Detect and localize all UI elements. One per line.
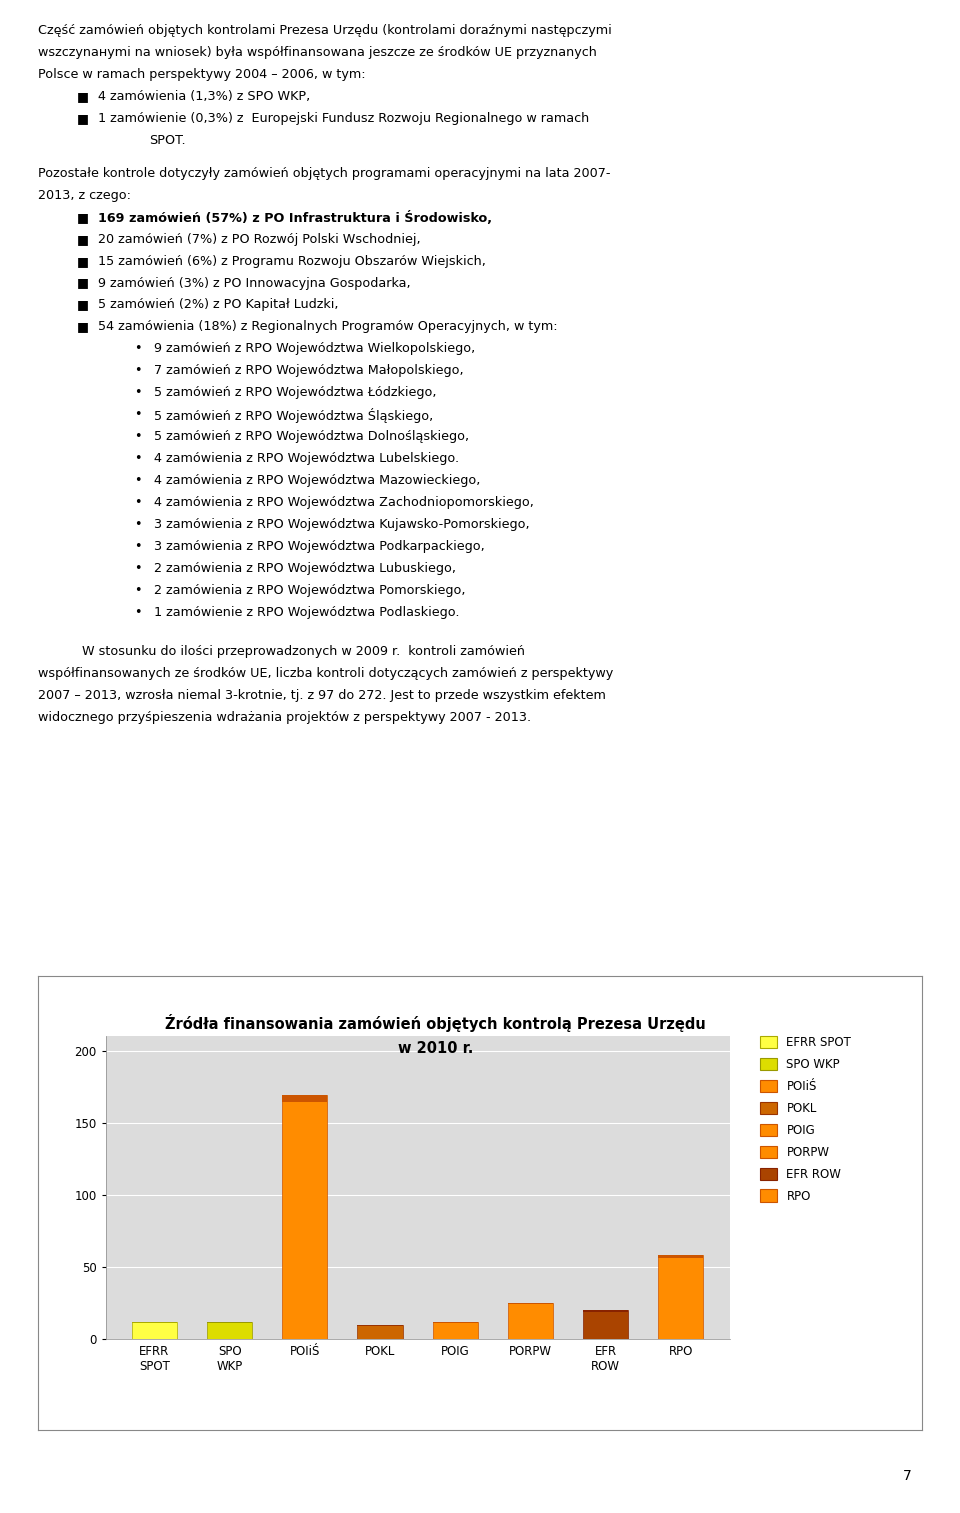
- Text: ■: ■: [77, 210, 88, 224]
- Text: ■: ■: [77, 298, 88, 312]
- Text: 15 zamówień (6%) z Programu Rozwoju Obszarów Wiejskich,: 15 zamówień (6%) z Programu Rozwoju Obsz…: [98, 254, 486, 268]
- Text: •: •: [134, 430, 142, 443]
- Text: 2 zamówienia z RPO Województwa Lubuskiego,: 2 zamówienia z RPO Województwa Lubuskieg…: [154, 561, 456, 575]
- Text: 5 zamówień z RPO Województwa Łódzkiego,: 5 zamówień z RPO Województwa Łódzkiego,: [154, 386, 436, 399]
- Text: ■: ■: [77, 254, 88, 268]
- Text: •: •: [134, 605, 142, 619]
- Text: 2 zamówienia z RPO Województwa Pomorskiego,: 2 zamówienia z RPO Województwa Pomorskie…: [154, 584, 465, 596]
- Text: ■: ■: [77, 233, 88, 245]
- Text: 1 zamówienie (0,3%) z  Europejski Fundusz Rozwoju Regionalnego w ramach: 1 zamówienie (0,3%) z Europejski Fundusz…: [98, 112, 589, 126]
- Text: •: •: [134, 561, 142, 575]
- Text: SPOT.: SPOT.: [149, 133, 185, 147]
- Text: 5 zamówień z RPO Województwa Śląskiego,: 5 zamówień z RPO Województwa Śląskiego,: [154, 409, 433, 424]
- Bar: [282, 1095, 327, 1101]
- Text: 3 zamówienia z RPO Województwa Podkarpackiego,: 3 zamówienia z RPO Województwa Podkarpac…: [154, 540, 485, 552]
- Text: •: •: [134, 496, 142, 508]
- Text: wszczynанymi na wniosek) była współfinansowana jeszcze ze środków UE przyznanych: wszczynанymi na wniosek) była współfinan…: [38, 47, 597, 59]
- Text: ■: ■: [77, 89, 88, 103]
- Bar: [433, 1322, 478, 1339]
- Text: ■: ■: [77, 321, 88, 333]
- Text: Źródła finansowania zamówień objętych kontrolą Prezesa Urzędu: Źródła finansowania zamówień objętych ko…: [165, 1014, 707, 1032]
- Text: 169 zamówień (57%) z PO Infrastruktura i Środowisko,: 169 zamówień (57%) z PO Infrastruktura i…: [98, 210, 492, 225]
- Text: •: •: [134, 474, 142, 487]
- Text: w 2010 r.: w 2010 r.: [398, 1041, 473, 1056]
- Text: Polsce w ramach perspektywy 2004 – 2006, w tym:: Polsce w ramach perspektywy 2004 – 2006,…: [38, 68, 366, 82]
- Bar: [659, 1256, 704, 1339]
- Text: 4 zamówienia z RPO Województwa Lubelskiego.: 4 zamówienia z RPO Województwa Lubelskie…: [154, 452, 459, 464]
- Text: ■: ■: [77, 277, 88, 289]
- Text: W stosunku do ilości przeprowadzonych w 2009 r.  kontroli zamówień: W stosunku do ilości przeprowadzonych w …: [82, 645, 524, 658]
- Bar: [207, 1322, 252, 1339]
- Bar: [659, 1256, 704, 1257]
- Text: •: •: [134, 452, 142, 464]
- Text: 54 zamówienia (18%) z Regionalnych Programów Operacyjnych, w tym:: 54 zamówienia (18%) z Regionalnych Progr…: [98, 321, 558, 333]
- Text: Pozostałe kontrole dotyczyły zamówień objętych programami operacyjnymi na lata 2: Pozostałe kontrole dotyczyły zamówień ob…: [38, 166, 611, 180]
- Text: 7 zamówień z RPO Województwa Małopolskiego,: 7 zamówień z RPO Województwa Małopolskie…: [154, 365, 464, 377]
- Text: •: •: [134, 386, 142, 399]
- Bar: [132, 1322, 177, 1339]
- Text: Część zamówień objętych kontrolami Prezesa Urzędu (kontrolami doraźnymi następcz: Część zamówień objętych kontrolami Preze…: [38, 24, 612, 38]
- Text: 2013, z czego:: 2013, z czego:: [38, 189, 132, 201]
- Bar: [583, 1310, 628, 1339]
- Text: •: •: [134, 409, 142, 421]
- Text: •: •: [134, 584, 142, 596]
- Text: 7: 7: [903, 1469, 912, 1483]
- Legend: EFRR SPOT, SPO WKP, POIiŚ, POKL, POIG, PORPW, EFR ROW, RPO: EFRR SPOT, SPO WKP, POIiŚ, POKL, POIG, P…: [760, 1036, 852, 1203]
- Text: współfinansowanych ze środków UE, liczba kontroli dotyczących zamówień z perspek: współfinansowanych ze środków UE, liczba…: [38, 667, 613, 679]
- Text: 5 zamówień z RPO Województwa Dolnośląskiego,: 5 zamówień z RPO Województwa Dolnośląski…: [154, 430, 468, 443]
- Text: 20 zamówień (7%) z PO Rozwój Polski Wschodniej,: 20 zamówień (7%) z PO Rozwój Polski Wsch…: [98, 233, 420, 245]
- Text: 3 zamówienia z RPO Województwa Kujawsko-Pomorskiego,: 3 zamówienia z RPO Województwa Kujawsko-…: [154, 517, 529, 531]
- Text: 5 zamówień (2%) z PO Kapitał Ludzki,: 5 zamówień (2%) z PO Kapitał Ludzki,: [98, 298, 339, 312]
- Text: 2007 – 2013, wzrosła niemal 3-krotnie, tj. z 97 do 272. Jest to przede wszystkim: 2007 – 2013, wzrosła niemal 3-krotnie, t…: [38, 688, 607, 702]
- Text: 4 zamówienia (1,3%) z SPO WKP,: 4 zamówienia (1,3%) z SPO WKP,: [98, 89, 310, 103]
- Text: 1 zamówienie z RPO Województwa Podlaskiego.: 1 zamówienie z RPO Województwa Podlaskie…: [154, 605, 459, 619]
- Text: 4 zamówienia z RPO Województwa Mazowieckiego,: 4 zamówienia z RPO Województwa Mazowieck…: [154, 474, 480, 487]
- Bar: [508, 1303, 553, 1339]
- Text: 9 zamówień z RPO Województwa Wielkopolskiego,: 9 zamówień z RPO Województwa Wielkopolsk…: [154, 342, 475, 356]
- Text: •: •: [134, 540, 142, 552]
- Text: •: •: [134, 342, 142, 356]
- Text: ■: ■: [77, 112, 88, 126]
- Text: •: •: [134, 365, 142, 377]
- Text: 4 zamówienia z RPO Województwa Zachodniopomorskiego,: 4 zamówienia z RPO Województwa Zachodnio…: [154, 496, 534, 508]
- Bar: [357, 1324, 402, 1339]
- Text: •: •: [134, 517, 142, 531]
- Bar: [282, 1095, 327, 1339]
- Text: widocznego przyśpieszenia wdrażania projektów z perspektywy 2007 - 2013.: widocznego przyśpieszenia wdrażania proj…: [38, 711, 532, 723]
- Text: 9 zamówień (3%) z PO Innowacyjna Gospodarka,: 9 zamówień (3%) z PO Innowacyjna Gospoda…: [98, 277, 411, 289]
